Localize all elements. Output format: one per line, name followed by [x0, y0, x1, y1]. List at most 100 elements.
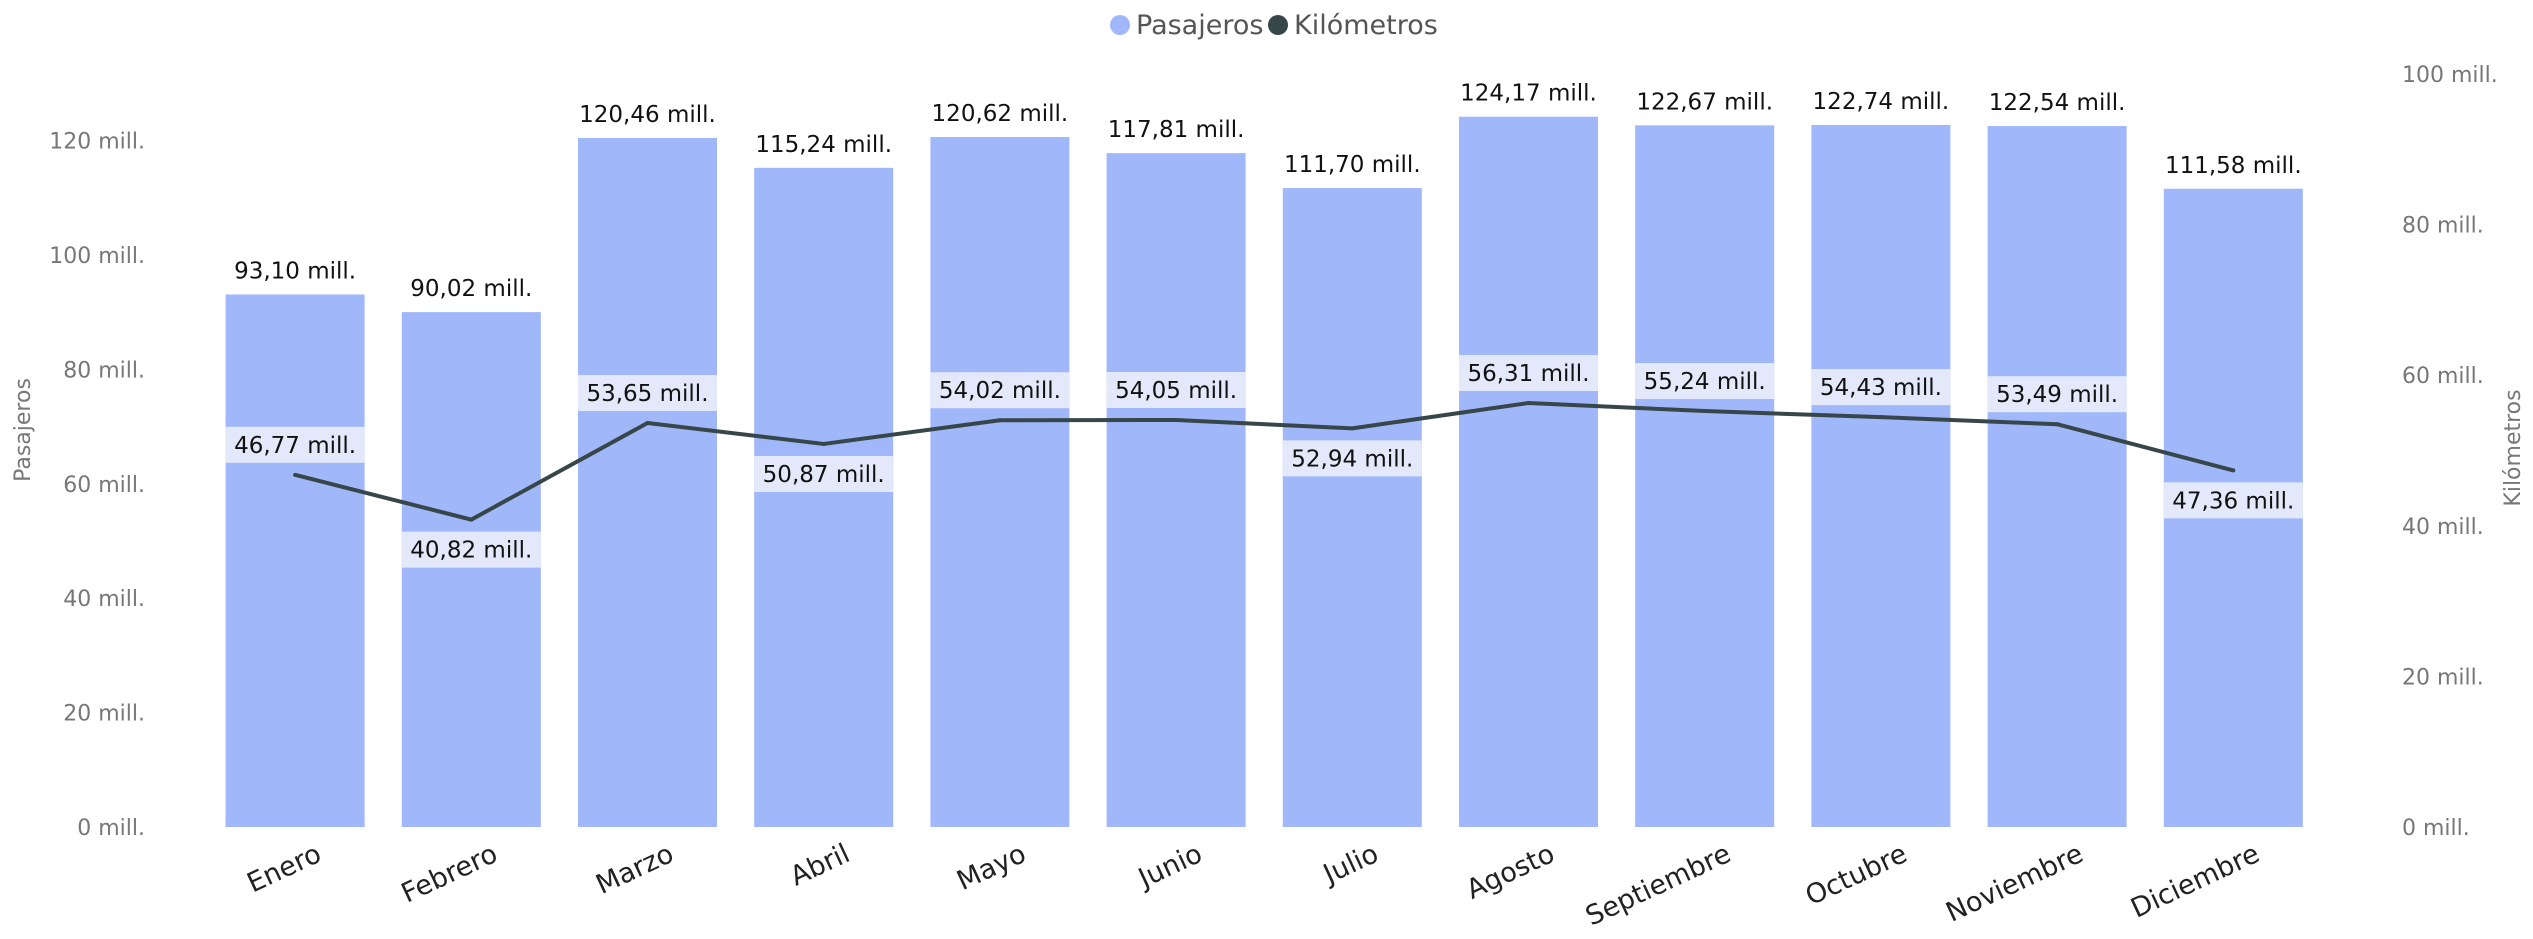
bar-value-label: 120,46 mill. [579, 102, 716, 128]
left-tick-label: 120 mill. [49, 130, 145, 155]
line-label-bg [1987, 376, 2127, 413]
line-point[interactable] [469, 517, 474, 522]
line-label-bg [1282, 440, 1422, 477]
kilometros-line[interactable] [294, 400, 2234, 522]
bar-value-label: 124,17 mill. [1460, 81, 1597, 107]
line-point[interactable] [997, 418, 1002, 423]
bar-value-label: 122,74 mill. [1813, 89, 1950, 115]
line-point[interactable] [1702, 409, 1707, 414]
bar-marzo[interactable] [578, 137, 717, 827]
right-axis-title: Kilómetros [2501, 389, 2526, 506]
right-tick-label: 0 mill. [2402, 816, 2470, 841]
line-label-text: 40,82 mill. [410, 538, 532, 564]
right-axis: 0 mill. 20 mill. 40 mill. 60 mill. 80 mill. 1… [2402, 63, 2526, 841]
bar-value-label: 122,67 mill. [1636, 89, 1773, 115]
bar-enero[interactable] [225, 294, 365, 827]
left-tick-label: 60 mill. [63, 473, 145, 498]
right-tick-label: 100 mill. [2402, 63, 2498, 88]
category-label: Julio [1317, 838, 1383, 891]
line-value-label: 54,43 mill. [1811, 369, 1951, 406]
category-axis: Enero Febrero Marzo Abril Mayo Junio Julio Agos… [242, 838, 2264, 932]
left-axis: 0 mill. 20 mill. 40 mill. 60 mill. 80 mill. 1… [11, 130, 145, 841]
line-label-bg [1811, 369, 1951, 406]
bar-value-label: 117,81 mill. [1108, 117, 1245, 143]
bar-octubre[interactable] [1811, 124, 1951, 828]
line-point[interactable] [1878, 415, 1883, 420]
bar-julio[interactable] [1282, 188, 1422, 828]
bar-value-label: 120,62 mill. [932, 101, 1069, 127]
line-label-bg [754, 455, 894, 492]
line-value-label: 53,65 mill. [578, 375, 717, 412]
bar-noviembre[interactable] [1987, 126, 2127, 828]
line-value-label: 46,77 mill. [225, 426, 365, 463]
category-label: Septiembre [1581, 838, 1736, 932]
bar-value-label: 93,10 mill. [234, 258, 356, 284]
legend-label: Kilómetros [1294, 10, 1438, 41]
legend-label: Pasajeros [1136, 10, 1263, 41]
category-label: Diciembre [2126, 838, 2264, 924]
legend-item-2[interactable]: Kilómetros [1268, 10, 1438, 41]
line-value-label: 54,05 mill. [1106, 372, 1246, 409]
bar-value-label: 111,70 mill. [1284, 152, 1421, 178]
line-point[interactable] [1174, 418, 1179, 423]
bar-junio[interactable] [1106, 153, 1246, 827]
left-tick-label: 20 mill. [63, 702, 145, 727]
bar-value-label: 90,02 mill. [410, 276, 532, 302]
line-value-label: 53,49 mill. [1987, 376, 2127, 413]
line-label-text: 56,31 mill. [1467, 361, 1589, 387]
left-tick-label: 80 mill. [63, 358, 145, 383]
line-label-bg [2163, 482, 2303, 519]
category-label: Febrero [397, 838, 503, 909]
category-label: Noviembre [1941, 838, 2088, 928]
line-value-label: 56,31 mill. [1459, 354, 1598, 391]
line-label-bg [401, 531, 541, 568]
line-label-text: 47,36 mill. [2172, 488, 2294, 514]
line-label-text: 54,05 mill. [1115, 378, 1237, 404]
line-label-text: 54,02 mill. [939, 378, 1061, 404]
legend-marker [1110, 15, 1130, 35]
line-label-bg [1635, 363, 1775, 400]
bar-value-label: 122,54 mill. [1989, 90, 2126, 116]
legend[interactable]: Pasajeros Kilómetros [1110, 10, 1438, 41]
line-point[interactable] [2231, 468, 2236, 473]
line-value-label: 50,87 mill. [754, 455, 894, 492]
bars-layer [225, 116, 2303, 828]
category-label: Octubre [1801, 838, 1912, 912]
category-label: Mayo [952, 838, 1031, 897]
right-tick-label: 20 mill. [2402, 665, 2484, 690]
line-point[interactable] [821, 441, 826, 446]
right-tick-label: 80 mill. [2402, 214, 2484, 239]
line-point[interactable] [2055, 422, 2060, 427]
line-label-bg [930, 372, 1070, 409]
right-tick-label: 60 mill. [2402, 364, 2484, 389]
legend-item-1[interactable]: Pasajeros [1110, 10, 1263, 41]
bar-abril[interactable] [754, 167, 894, 827]
line-point[interactable] [645, 421, 650, 426]
line-labels-layer: 46,77 mill. 40,82 mill. 53,65 mill. 50,87 m… [225, 354, 2303, 568]
category-label: Enero [242, 838, 326, 899]
line-point[interactable] [1526, 400, 1531, 405]
category-label: Marzo [591, 838, 678, 901]
line-label-text: 53,49 mill. [1996, 382, 2118, 408]
bar-septiembre[interactable] [1635, 125, 1775, 828]
legend-marker [1268, 15, 1288, 35]
line-label-text: 54,43 mill. [1820, 375, 1942, 401]
line-label-text: 46,77 mill. [234, 433, 356, 459]
left-tick-label: 40 mill. [63, 587, 145, 612]
line-point[interactable] [1350, 426, 1355, 431]
line-label-text: 55,24 mill. [1644, 369, 1766, 395]
bar-febrero[interactable] [401, 312, 541, 828]
category-label: Agosto [1462, 838, 1560, 906]
line-label-text: 50,87 mill. [763, 462, 885, 488]
bar-value-label: 115,24 mill. [755, 132, 892, 158]
bar-agosto[interactable] [1459, 116, 1598, 827]
line-label-bg [1106, 372, 1246, 409]
line-value-label: 52,94 mill. [1282, 440, 1422, 477]
line-point[interactable] [293, 472, 298, 477]
line-label-bg [578, 375, 717, 412]
bar-mayo[interactable] [930, 137, 1070, 828]
left-tick-label: 100 mill. [49, 244, 145, 269]
line-label-bg [1459, 354, 1598, 391]
